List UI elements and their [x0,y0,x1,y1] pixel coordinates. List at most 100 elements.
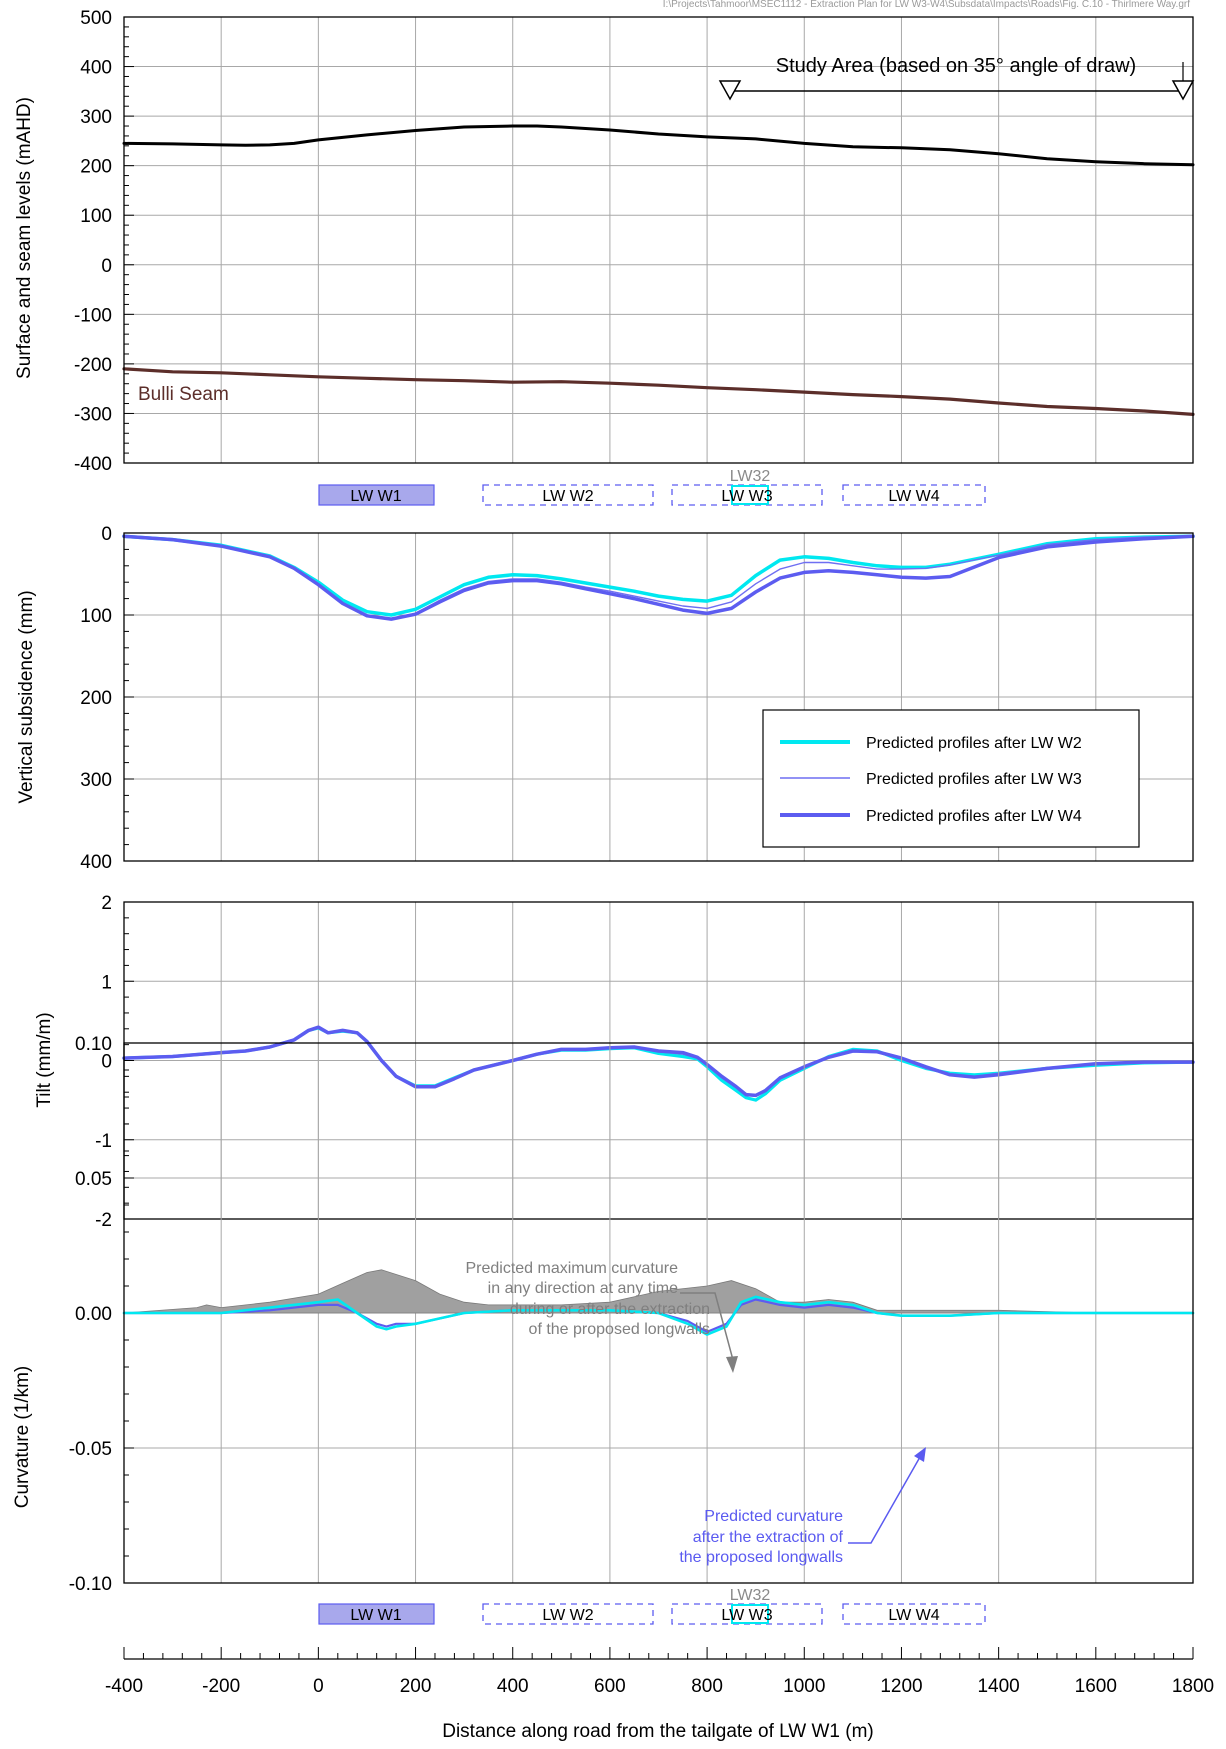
legend-label-w4: Predicted profiles after LW W4 [866,808,1082,825]
lw-w2-box-lower [482,1603,654,1625]
lw-w1-box [318,484,435,506]
series-line-2-0 [122,1026,1195,1102]
lw-w4-label-lower: LW W4 [888,1607,939,1624]
y-tick-label: 400 [80,852,112,873]
x-tick-label: 1800 [1172,1676,1214,1697]
series-line-0-0 [122,124,1195,167]
tilt-y-ticks: 2 1 0 -1 -2 [95,893,134,1231]
curvature-y-ticks: 0.10 0.05 0.00 -0.05 -0.10 [69,1034,134,1595]
subsidence-y-axis-label: Vertical subsidence (mm) [16,590,37,803]
x-tick-label: 400 [497,1676,529,1697]
x-tick-label: 1000 [783,1676,825,1697]
annotation-predicted-curvature: Predicted curvature after the extraction… [679,1447,926,1566]
annotation-max-line-2: in any direction at any time [488,1280,678,1297]
lw32-box [731,485,769,505]
x-tick-label: 600 [594,1676,626,1697]
lw-w2-box [482,484,654,506]
study-area-start-triangle-icon [718,80,742,101]
longwall-strip-upper: LW W1 LW W2 LW W3 LW32 LW W4 [318,468,986,506]
lw-w2-label: LW W2 [542,488,593,505]
annotation-max-arrowhead-icon [726,1356,738,1373]
lw-w1-label-lower: LW W1 [350,1607,401,1624]
y-tick-label: -2 [95,1210,112,1231]
lw-w3-label: LW W3 [721,488,772,505]
levels-panel: 500 400 300 200 100 0 -100 -200 -300 -400 Surface… [14,8,1195,475]
lw-w4-box-lower [842,1603,986,1625]
y-tick-label: -1 [95,1131,112,1152]
x-axis: -400 -200 0 200 400 600 800 1000 1200 1400 1600 180… [105,1647,1214,1742]
annotation-pred-arrowhead-icon [914,1447,926,1462]
annotation-max-line-4: of the proposed longwalls [529,1321,710,1338]
legend: Predicted profiles after LW W2 Predicted… [762,709,1140,848]
levels-y-ticks: 500 400 300 200 100 0 -100 -200 -300 -400 [74,8,134,475]
subsidence-panel: 0 100 200 300 400 Vertical subsidence (mm) P… [16,524,1195,873]
y-tick-label: 1 [101,972,112,993]
curvature-panel: 0.100.050.00-0.05-0.10 Curvature (1/km) … [12,1034,1195,1595]
x-tick-label: -200 [202,1676,240,1697]
y-tick-label: -200 [74,355,112,376]
x-axis-ticks: -400 -200 0 200 400 600 800 1000 1200 1400 1600 180… [105,1647,1214,1697]
annotation-max-leader [680,1292,734,1361]
y-tick-label: -100 [74,305,112,326]
bulli-seam-label: Bulli Seam [138,384,229,405]
curvature-series [122,1269,1195,1336]
curvature-max-envelope-area [123,1269,1193,1314]
series-line-2-1 [123,1026,1194,1097]
y-tick-label: 0 [101,524,112,545]
annotation-pred-line-3: the proposed longwalls [679,1549,843,1566]
study-area-marker: Study Area (based on 35° angle of draw) [718,55,1195,101]
levels-y-axis-label: Surface and seam levels (mAHD) [14,97,35,379]
x-tick-label: 800 [691,1676,723,1697]
y-tick-label: -300 [74,404,112,425]
series-line-1-2 [122,534,1195,621]
levels-frame [123,16,1194,464]
curvature-frame [123,1042,1194,1584]
x-tick-label: 1200 [880,1676,922,1697]
curvature-y-axis-label: Curvature (1/km) [12,1366,33,1509]
y-tick-label: -400 [74,454,112,475]
y-tick-label: -0.10 [69,1574,112,1595]
tilt-panel: 2 1 0 -1 -2 Tilt (mm/m) [34,893,1195,1231]
lw32-label-lower: LW32 [730,1587,771,1604]
x-tick-label: 200 [400,1676,432,1697]
lw-w3-label-lower: LW W3 [721,1607,772,1624]
y-tick-label: 200 [80,157,112,178]
subsidence-series [122,534,1195,621]
y-tick-label: 0 [101,256,112,277]
x-tick-label: 1600 [1075,1676,1117,1697]
legend-label-w3: Predicted profiles after LW W3 [866,771,1082,788]
file-path-text: I:\Projects\Tahmoor\MSEC1112 - Extractio… [663,0,1190,10]
y-tick-label: 300 [80,770,112,791]
annotation-pred-line-1: Predicted curvature [704,1508,843,1525]
lw32-label: LW32 [730,468,771,485]
lw-w1-box-lower [318,1603,435,1625]
y-tick-label: 400 [80,58,112,79]
subsidence-y-ticks: 0 100 200 300 400 [80,524,134,873]
lw-w4-label: LW W4 [888,488,939,505]
lw32-box-lower [731,1604,769,1624]
annotation-max-curvature: Predicted maximum curvature in any direc… [465,1260,738,1373]
tilt-y-axis-label: Tilt (mm/m) [34,1012,55,1107]
lw-w4-box [842,484,986,506]
tilt-series [122,1025,1195,1102]
tilt-grid [124,902,1193,1219]
y-tick-label: 200 [80,688,112,709]
y-tick-label: -0.05 [69,1439,112,1460]
levels-series [122,124,1195,416]
annotation-max-line-3: during or after the extraction [510,1301,710,1318]
y-tick-label: 100 [80,206,112,227]
lw-w2-label-lower: LW W2 [542,1607,593,1624]
annotation-pred-line-2: after the extraction of [693,1529,844,1546]
y-tick-label: 0.10 [75,1034,112,1055]
annotation-pred-leader [848,1456,921,1544]
x-tick-label: 1400 [977,1676,1019,1697]
subsidence-frame [123,532,1194,862]
x-tick-label: -400 [105,1676,143,1697]
levels-grid [124,17,1193,463]
y-tick-label: 0 [101,1052,112,1073]
legend-label-w2: Predicted profiles after LW W2 [866,735,1082,752]
lw-w1-label: LW W1 [350,488,401,505]
series-line-3-2 [122,1295,1195,1336]
y-tick-label: 2 [101,893,112,914]
